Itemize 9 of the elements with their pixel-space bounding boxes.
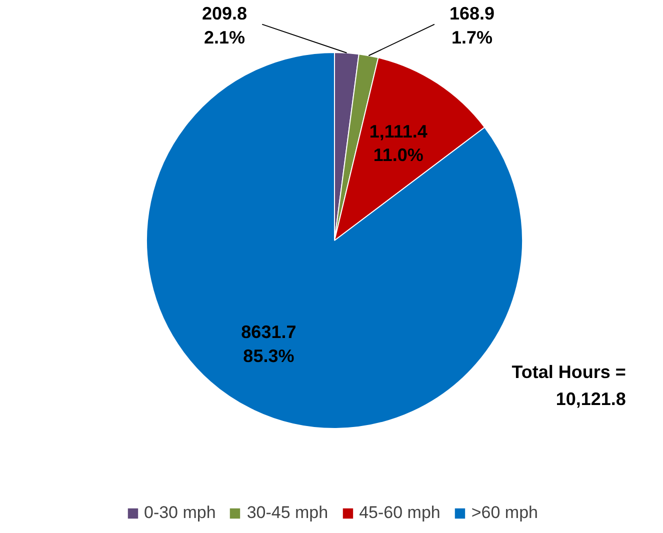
data-label: 8631.7 85.3%	[241, 322, 296, 366]
legend-label: 45-60 mph	[359, 503, 440, 523]
data-label: 209.8 2.1%	[202, 4, 248, 48]
legend-label: 0-30 mph	[144, 503, 216, 523]
legend-label: >60 mph	[471, 503, 538, 523]
data-label: 168.9 1.7%	[450, 4, 495, 48]
data-label: 1,111.4 11.0%	[369, 121, 428, 166]
text: Total Hours = 10,121.8	[512, 362, 626, 409]
legend-label: 30-45 mph	[246, 503, 328, 523]
